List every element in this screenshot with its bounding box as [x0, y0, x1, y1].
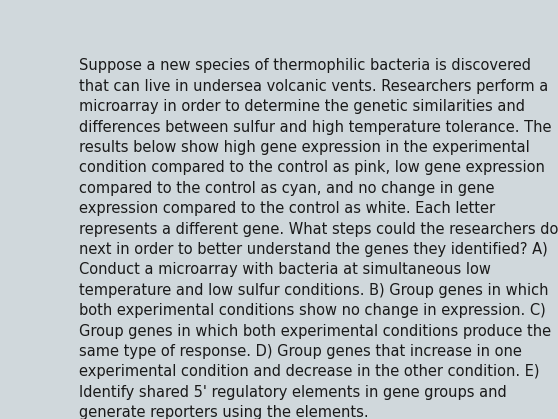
Text: Suppose a new species of thermophilic bacteria is discovered
that can live in un: Suppose a new species of thermophilic ba…	[79, 58, 558, 419]
